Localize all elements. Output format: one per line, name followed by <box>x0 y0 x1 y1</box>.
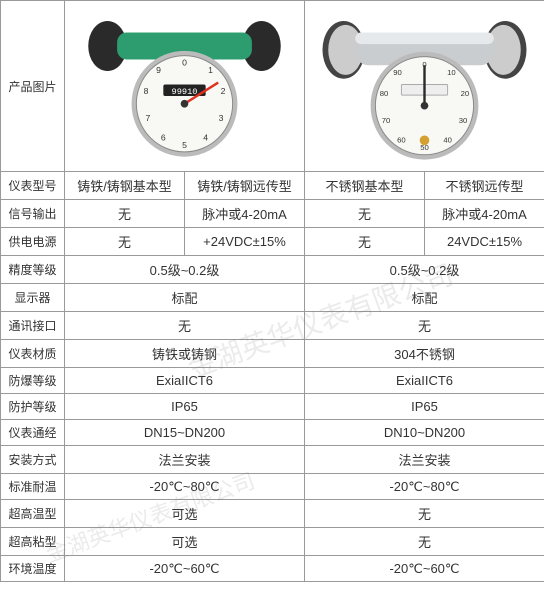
svg-text:80: 80 <box>380 89 389 98</box>
label-product-image: 产品图片 <box>1 1 65 172</box>
cell: 无 <box>305 200 425 228</box>
row-material: 仪表材质 铸铁或铸钢 304不锈钢 <box>1 340 544 368</box>
cell: 无 <box>65 228 185 256</box>
row-power-supply: 供电电源 无 +24VDC±15% 无 24VDC±15% <box>1 228 544 256</box>
cell: 可选 <box>65 528 305 556</box>
label-power-supply: 供电电源 <box>1 228 65 256</box>
image-cell-right: 010 2030 4050 6070 8090 <box>305 1 544 172</box>
label-high-temp: 超高温型 <box>1 500 65 528</box>
cell: 无 <box>65 312 305 340</box>
svg-text:6: 6 <box>161 132 166 142</box>
svg-text:7: 7 <box>146 113 151 123</box>
svg-text:9: 9 <box>156 65 161 75</box>
cell: 法兰安装 <box>65 446 305 474</box>
svg-text:20: 20 <box>461 89 470 98</box>
cell: 24VDC±15% <box>425 228 544 256</box>
spec-table: 产品图片 0 1 2 3 4 5 67 8 9 99910 <box>0 0 544 582</box>
label-material: 仪表材质 <box>1 340 65 368</box>
svg-text:4: 4 <box>203 132 208 142</box>
label-signal-output: 信号输出 <box>1 200 65 228</box>
cell: +24VDC±15% <box>185 228 305 256</box>
label-accuracy: 精度等级 <box>1 256 65 284</box>
label-std-temp: 标准耐温 <box>1 474 65 500</box>
cell: 无 <box>305 528 544 556</box>
cell: -20℃~80℃ <box>305 474 544 500</box>
svg-text:90: 90 <box>393 68 402 77</box>
row-model: 仪表型号 铸铁/铸钢基本型 铸铁/铸钢远传型 不锈钢基本型 不锈钢远传型 <box>1 172 544 200</box>
svg-text:99910: 99910 <box>172 87 198 97</box>
cell: IP65 <box>305 394 544 420</box>
row-high-visc: 超高粘型 可选 无 <box>1 528 544 556</box>
cell: 脉冲或4-20mA <box>425 200 544 228</box>
row-signal-output: 信号输出 无 脉冲或4-20mA 无 脉冲或4-20mA <box>1 200 544 228</box>
row-accuracy: 精度等级 0.5级~0.2级 0.5级~0.2级 <box>1 256 544 284</box>
cell-model-c4: 不锈钢远传型 <box>425 172 544 200</box>
cell: 无 <box>305 500 544 528</box>
svg-text:8: 8 <box>144 86 149 96</box>
row-std-temp: 标准耐温 -20℃~80℃ -20℃~80℃ <box>1 474 544 500</box>
label-mounting: 安装方式 <box>1 446 65 474</box>
svg-text:60: 60 <box>397 135 406 144</box>
cell: 标配 <box>65 284 305 312</box>
cell: 无 <box>305 312 544 340</box>
cell: -20℃~60℃ <box>305 556 544 582</box>
label-protection: 防护等级 <box>1 394 65 420</box>
cell: 法兰安装 <box>305 446 544 474</box>
label-display: 显示器 <box>1 284 65 312</box>
cell: 0.5级~0.2级 <box>305 256 544 284</box>
cell: ExiaIICT6 <box>65 368 305 394</box>
cell-model-c2: 铸铁/铸钢远传型 <box>185 172 305 200</box>
svg-text:30: 30 <box>459 116 468 125</box>
cell: DN15~DN200 <box>65 420 305 446</box>
cell: 0.5级~0.2级 <box>65 256 305 284</box>
svg-text:40: 40 <box>443 135 452 144</box>
cell: ExiaIICT6 <box>305 368 544 394</box>
svg-text:3: 3 <box>219 113 224 123</box>
svg-text:0: 0 <box>182 57 187 67</box>
row-ambient-temp: 环境温度 -20℃~60℃ -20℃~60℃ <box>1 556 544 582</box>
row-protection: 防护等级 IP65 IP65 <box>1 394 544 420</box>
cell: IP65 <box>65 394 305 420</box>
row-display: 显示器 标配 标配 <box>1 284 544 312</box>
cell: -20℃~60℃ <box>65 556 305 582</box>
cell: 可选 <box>65 500 305 528</box>
cell: DN10~DN200 <box>305 420 544 446</box>
svg-text:1: 1 <box>208 65 213 75</box>
image-cell-left: 0 1 2 3 4 5 67 8 9 99910 <box>65 1 305 172</box>
row-high-temp: 超高温型 可选 无 <box>1 500 544 528</box>
label-high-visc: 超高粘型 <box>1 528 65 556</box>
cell-model-c3: 不锈钢基本型 <box>305 172 425 200</box>
row-comm-interface: 通讯接口 无 无 <box>1 312 544 340</box>
label-ambient-temp: 环境温度 <box>1 556 65 582</box>
cell: 标配 <box>305 284 544 312</box>
cell: 304不锈钢 <box>305 340 544 368</box>
flow-meter-green-icon: 0 1 2 3 4 5 67 8 9 99910 <box>69 5 300 164</box>
label-explosion-proof: 防爆等级 <box>1 368 65 394</box>
cell: 铸铁或铸钢 <box>65 340 305 368</box>
svg-text:10: 10 <box>447 68 456 77</box>
cell: -20℃~80℃ <box>65 474 305 500</box>
svg-text:2: 2 <box>221 86 226 96</box>
row-mounting: 安装方式 法兰安装 法兰安装 <box>1 446 544 474</box>
cell: 脉冲或4-20mA <box>185 200 305 228</box>
flow-meter-steel-icon: 010 2030 4050 6070 8090 <box>309 5 540 164</box>
label-model: 仪表型号 <box>1 172 65 200</box>
label-line-size: 仪表通经 <box>1 420 65 446</box>
row-product-image: 产品图片 0 1 2 3 4 5 67 8 9 99910 <box>1 1 544 172</box>
svg-text:70: 70 <box>382 116 391 125</box>
cell-model-c1: 铸铁/铸钢基本型 <box>65 172 185 200</box>
cell: 无 <box>65 200 185 228</box>
row-explosion-proof: 防爆等级 ExiaIICT6 ExiaIICT6 <box>1 368 544 394</box>
label-comm-interface: 通讯接口 <box>1 312 65 340</box>
svg-text:5: 5 <box>182 140 187 150</box>
row-line-size: 仪表通经 DN15~DN200 DN10~DN200 <box>1 420 544 446</box>
cell: 无 <box>305 228 425 256</box>
